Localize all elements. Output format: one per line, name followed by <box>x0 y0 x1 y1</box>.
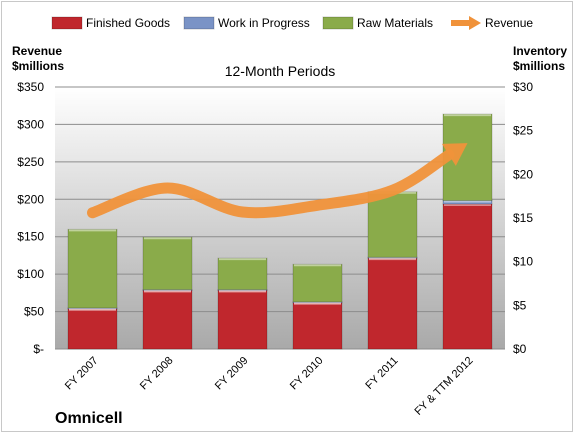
revenue-line-path <box>87 149 455 219</box>
right-tick-label: $10 <box>513 255 533 269</box>
left-tick-label: $300 <box>17 117 44 131</box>
chart-title: 12-Month Periods <box>225 63 336 79</box>
bar-segment <box>67 308 118 350</box>
bar-segment <box>442 203 493 350</box>
bar-segment <box>367 191 418 258</box>
left-axis-ticks: $- $50 $100 $150 $200 $250 $300 $350 <box>17 80 44 356</box>
right-axis-title-line2: $millions <box>513 59 565 73</box>
right-tick-label: $25 <box>513 124 533 138</box>
bar-segment <box>217 289 268 350</box>
bar-segment <box>142 289 193 350</box>
left-tick-label: $350 <box>17 80 44 94</box>
company-name: Omnicell <box>55 410 123 427</box>
bar-segment <box>142 236 193 291</box>
legend-label: Finished Goods <box>86 16 170 30</box>
bar-segment <box>67 228 118 309</box>
legend: Finished Goods Work in Progress Raw Materi… <box>51 16 533 30</box>
left-tick-label: $100 <box>17 267 44 281</box>
left-tick-label: $50 <box>24 305 44 319</box>
plot-area <box>55 87 505 349</box>
right-tick-label: $5 <box>513 298 527 312</box>
bar-segment <box>292 302 343 350</box>
legend-swatch <box>183 16 215 30</box>
left-tick-label: $250 <box>17 155 44 169</box>
right-tick-label: $0 <box>513 342 527 356</box>
left-tick-label: $200 <box>17 192 44 206</box>
legend-swatch <box>51 16 83 30</box>
right-tick-label: $30 <box>513 80 533 94</box>
revenue-line <box>87 143 468 219</box>
right-axis-ticks: $0 $5 $10 $15 $20 $25 $30 <box>513 80 533 356</box>
legend-label: Revenue <box>485 16 533 30</box>
legend-swatch <box>322 16 354 30</box>
left-tick-label: $150 <box>17 230 44 244</box>
bar-segment <box>292 263 343 303</box>
bar-segment <box>217 257 268 291</box>
left-axis-title-line1: Revenue <box>12 44 62 58</box>
legend-label: Work in Progress <box>218 16 310 30</box>
right-tick-label: $20 <box>513 167 533 181</box>
legend-label: Raw Materials <box>357 16 433 30</box>
right-tick-label: $15 <box>513 211 533 225</box>
left-tick-label: $- <box>33 342 44 356</box>
right-axis-title-line1: Inventory <box>513 44 567 58</box>
bar-segment <box>367 257 418 350</box>
legend-arrowhead <box>469 16 481 30</box>
left-axis-title-line2: $millions <box>12 59 64 73</box>
bar-segment <box>442 200 493 205</box>
bars <box>67 113 493 350</box>
revenue-arrowhead <box>441 143 468 166</box>
